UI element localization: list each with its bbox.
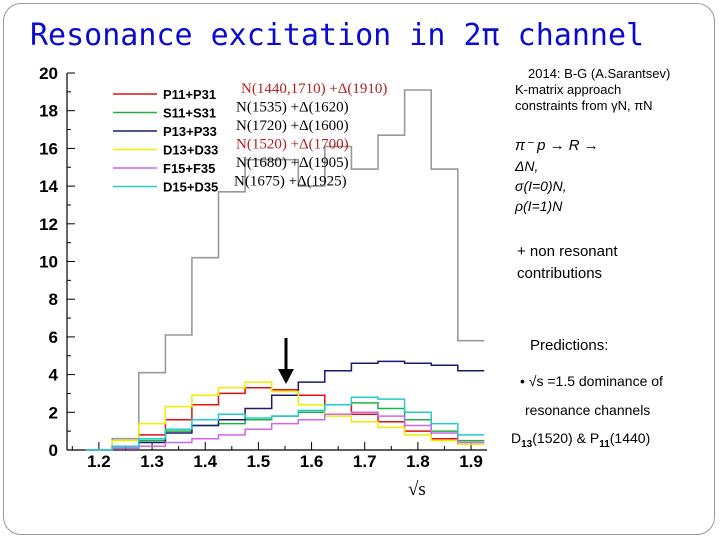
resonance-annotation: N(1680) +Δ(1905) bbox=[236, 155, 349, 171]
non-resonant-note: + non resonant contributions bbox=[517, 241, 618, 285]
legend-label: D13+D33 bbox=[163, 143, 218, 158]
y-tick-label: 10 bbox=[39, 253, 58, 272]
final-state-sigma-n: σ(I=0)N, bbox=[515, 178, 567, 194]
resonance-annotation: N(1720) +Δ(1600) bbox=[236, 118, 349, 134]
source-note-line-1: 2014: B-G (A.Sarantsev) bbox=[528, 66, 671, 81]
x-tick-label: 1.6 bbox=[300, 452, 324, 471]
resonance-annotation: N(1535) +Δ(1620) bbox=[236, 100, 349, 116]
series-line-d13-d33 bbox=[85, 381, 485, 451]
y-tick-label: 14 bbox=[39, 177, 58, 196]
legend-label: P11+P31 bbox=[163, 87, 216, 102]
y-tick-label: 0 bbox=[49, 441, 58, 460]
y-tick-label: 4 bbox=[49, 366, 59, 385]
legend-label: P13+P33 bbox=[163, 124, 217, 139]
source-note-line-3: constraints from γN, πN bbox=[515, 98, 653, 113]
final-state-delta-n: ΔN, bbox=[515, 158, 539, 174]
y-tick-label: 18 bbox=[39, 102, 58, 121]
y-tick-label: 8 bbox=[49, 290, 58, 309]
y-tick-label: 16 bbox=[39, 139, 58, 158]
series-line-f15-f35 bbox=[85, 411, 485, 451]
x-tick-label: 1.9 bbox=[459, 452, 483, 471]
arrow-head bbox=[278, 369, 294, 384]
y-tick-label: 20 bbox=[39, 64, 58, 83]
reaction-label: π⁻ p → R → bbox=[515, 137, 599, 154]
final-state-rho-n: ρ(I=1)N bbox=[515, 198, 563, 214]
x-tick-label: 1.3 bbox=[140, 452, 164, 471]
series-line-total bbox=[85, 89, 485, 451]
slide-title: Resonance excitation in 2π channel bbox=[30, 18, 645, 53]
predictions-title: Predictions: bbox=[530, 337, 609, 354]
x-tick-label: 1.7 bbox=[353, 452, 377, 471]
legend-label: D15+D35 bbox=[163, 180, 218, 195]
legend-label: F15+F35 bbox=[163, 161, 215, 176]
series-line-p13-p33 bbox=[85, 360, 485, 451]
resonance-annotation: N(1440,1710) +Δ(1910) bbox=[241, 81, 387, 97]
source-note: 2014: B-G (A.Sarantsev) K-matrix approac… bbox=[515, 66, 670, 114]
final-states: ΔN, σ(I=0)N, ρ(I=1)N bbox=[515, 156, 567, 216]
x-axis-symbol: √s bbox=[408, 479, 426, 500]
prediction-channels: D13(1520) & P11(1440) bbox=[511, 430, 651, 450]
y-tick-label: 2 bbox=[49, 403, 58, 422]
resonance-annotation: N(1675) +Δ(1925) bbox=[234, 174, 347, 190]
y-tick-label: 12 bbox=[39, 215, 58, 234]
y-tick-label: 6 bbox=[49, 328, 58, 347]
prediction-line-1: • √s =1.5 dominance of bbox=[520, 373, 663, 389]
slide-frame bbox=[3, 3, 715, 535]
series-line-p11-p31 bbox=[85, 387, 485, 451]
x-tick-label: 1.4 bbox=[193, 452, 217, 471]
x-tick-label: 1.2 bbox=[87, 452, 111, 471]
source-note-line-2: K-matrix approach bbox=[515, 82, 622, 97]
non-resonant-line-2: contributions bbox=[517, 265, 603, 282]
non-resonant-line-1: + non resonant bbox=[517, 243, 618, 260]
legend-label: S11+S31 bbox=[163, 106, 216, 121]
resonance-annotation: N(1520) +Δ(1700) bbox=[236, 137, 349, 153]
series-line-d15-d35 bbox=[85, 396, 485, 451]
prediction-line-2: resonance channels bbox=[525, 402, 651, 418]
x-tick-label: 1.8 bbox=[406, 452, 430, 471]
x-tick-label: 1.5 bbox=[247, 452, 271, 471]
